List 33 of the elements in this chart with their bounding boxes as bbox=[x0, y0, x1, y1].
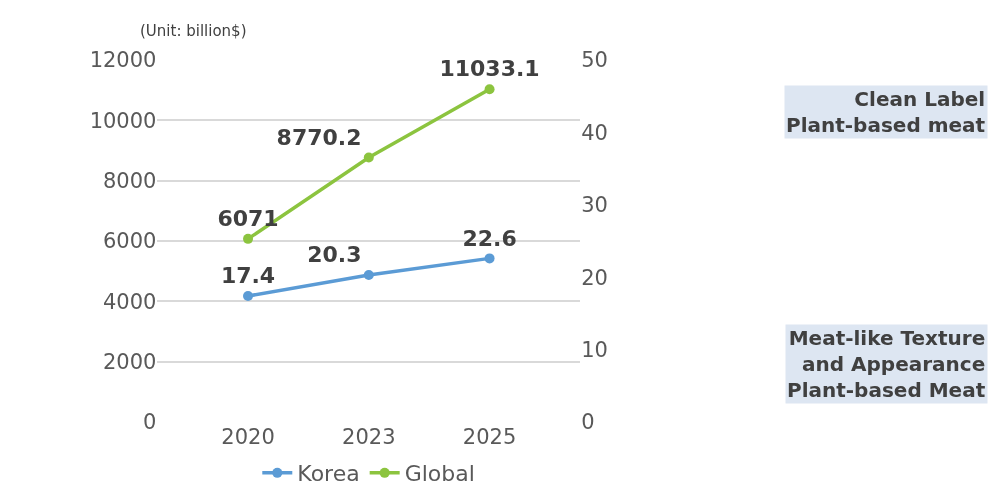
legend-label: Korea bbox=[297, 461, 360, 487]
y-tick-label: 8000 bbox=[103, 169, 157, 194]
point bbox=[243, 291, 254, 302]
y2-tick-label: 30 bbox=[581, 193, 608, 218]
y2-tick-label: 20 bbox=[581, 265, 608, 290]
y2-tick-label: 10 bbox=[581, 337, 608, 362]
y-tick-label: 2000 bbox=[103, 350, 157, 375]
data-label: 20.3 bbox=[307, 242, 362, 268]
y-tick-label: 4000 bbox=[103, 289, 157, 314]
x-tick-label: 2020 bbox=[221, 425, 275, 449]
point bbox=[484, 253, 495, 264]
data-label: 11033.1 bbox=[439, 56, 540, 82]
data-label: 6071 bbox=[217, 206, 279, 232]
y-tick-label: 12000 bbox=[89, 48, 157, 73]
y2-tick-label: 0 bbox=[581, 410, 595, 435]
x-tick-label: 2025 bbox=[462, 425, 517, 449]
data-label: 22.6 bbox=[462, 225, 517, 251]
text: Clean Label Plant-based meat bbox=[786, 87, 986, 137]
text: Meat-like Texture and Appearance Plant-based Meat bbox=[787, 326, 986, 402]
text: (Unit: billion$) bbox=[140, 22, 247, 40]
y2-tick-label: 40 bbox=[581, 120, 608, 145]
data-label: 17.4 bbox=[220, 263, 276, 289]
point bbox=[363, 152, 374, 163]
point bbox=[484, 84, 495, 95]
x-tick-label: 2023 bbox=[342, 425, 396, 449]
data-label: 8770.2 bbox=[276, 124, 362, 150]
y-tick-label: 6000 bbox=[103, 229, 157, 254]
point bbox=[243, 233, 254, 244]
y-tick-label: 0 bbox=[143, 410, 157, 435]
legend-label: Global bbox=[404, 461, 475, 487]
y-tick-label: 10000 bbox=[89, 108, 157, 133]
point bbox=[363, 270, 374, 281]
y2-tick-label: 50 bbox=[581, 48, 608, 73]
